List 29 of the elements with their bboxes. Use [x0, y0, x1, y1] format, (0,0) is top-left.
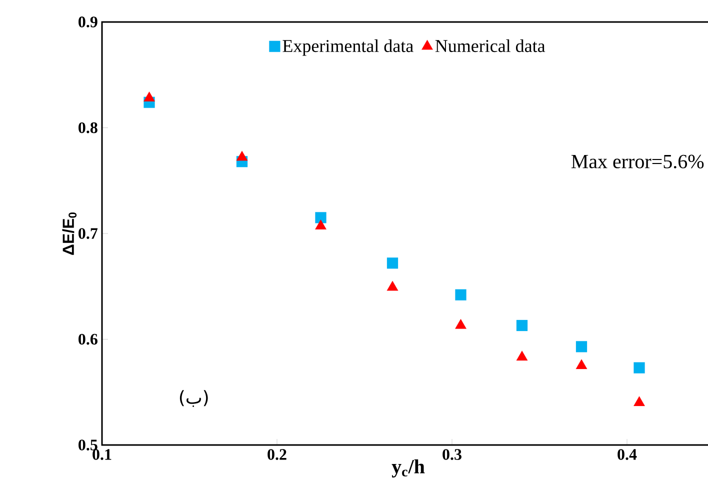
point — [144, 92, 155, 102]
x-tick-label: 0.2 — [268, 449, 286, 460]
y-tick-label: 0.5 — [78, 440, 98, 450]
point — [516, 350, 528, 361]
point — [236, 150, 248, 161]
annotation: Max error=5.6% — [571, 154, 704, 168]
point — [634, 396, 645, 406]
annotation: (ب) — [180, 390, 208, 407]
point — [516, 320, 528, 332]
x-tick-label: 0.4 — [618, 449, 637, 460]
x-axis-title: y$_{c}$/h — [392, 459, 425, 478]
legend-label: Numerical data — [435, 39, 546, 52]
point — [386, 280, 398, 291]
x-tick-label: 0.3 — [442, 449, 462, 460]
y-tick-label: 0.7 — [78, 228, 98, 239]
y-tick-label: 0.9 — [78, 16, 98, 28]
point — [455, 289, 466, 300]
y-tick-label: 0.8 — [78, 122, 98, 134]
point — [455, 318, 466, 329]
x-tick-label: 0.1 — [92, 449, 112, 460]
point — [315, 212, 326, 224]
point — [576, 359, 588, 369]
y-axis-title: ΔE/E$_{0}$ — [62, 212, 77, 255]
point — [315, 220, 326, 230]
y-tick-label: 0.6 — [78, 334, 98, 345]
point — [386, 258, 398, 269]
legend-label: Experimental data — [282, 39, 414, 56]
point — [576, 341, 588, 352]
point — [634, 362, 645, 374]
